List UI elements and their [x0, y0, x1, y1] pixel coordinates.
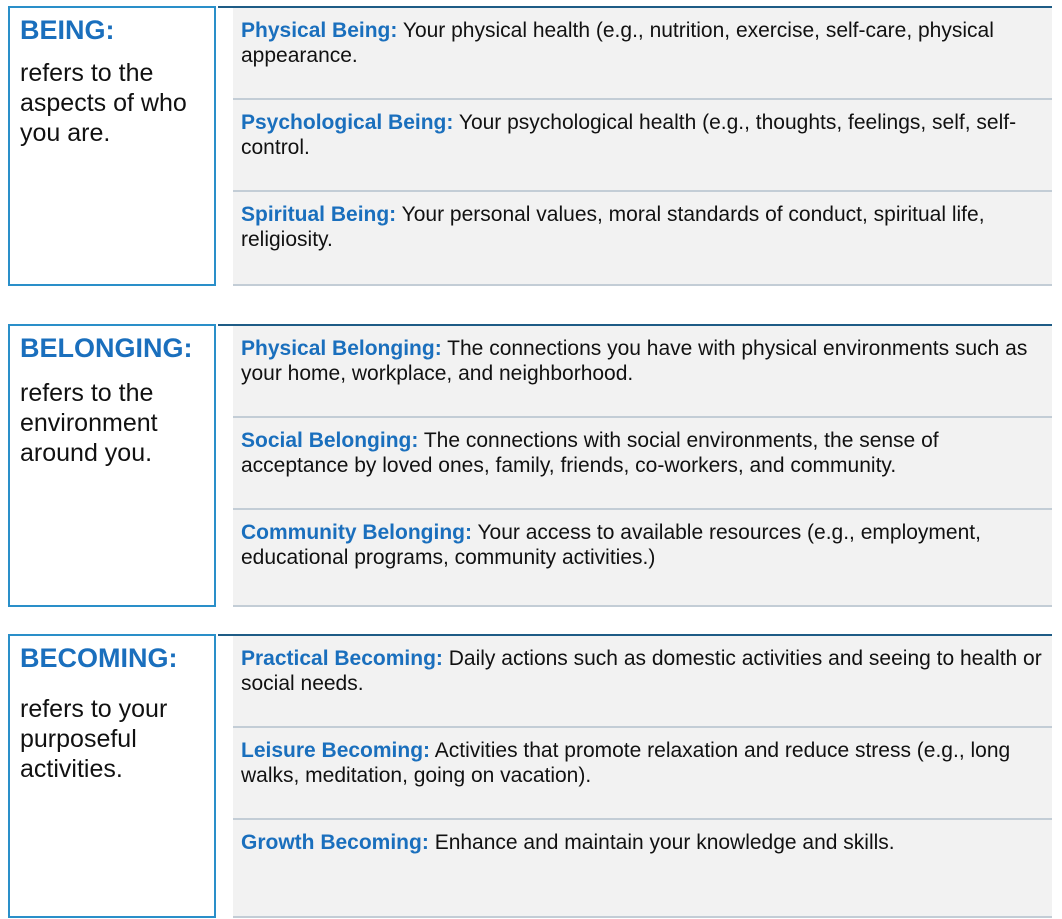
- becoming-panel: Practical Becoming: Daily actions such a…: [218, 634, 1052, 918]
- being-description: refers to the aspects of who you are.: [20, 59, 187, 147]
- belonging-item-social-text: The connections with social environments…: [241, 429, 939, 477]
- belonging-item-physical-term: Physical Belonging:: [241, 337, 442, 360]
- becoming-item-practical: Practical Becoming: Daily actions such a…: [233, 636, 1052, 728]
- being-item-psychological-term: Psychological Being:: [241, 111, 454, 134]
- belonging-item-physical-text: The connections you have with physical e…: [241, 337, 1028, 385]
- becoming-item-leisure-term: Leisure Becoming:: [241, 739, 431, 762]
- belonging-panel: Physical Belonging: The connections you …: [218, 324, 1052, 607]
- being-item-spiritual-term: Spiritual Being:: [241, 203, 397, 226]
- becoming-item-growth: Growth Becoming: Enhance and maintain yo…: [233, 820, 1052, 918]
- becoming-item-practical-text: Daily actions such as domestic activitie…: [241, 647, 1042, 695]
- belonging-section: BELONGING: refers to the environment aro…: [0, 324, 1062, 607]
- belonging-item-social-term: Social Belonging:: [241, 429, 419, 452]
- belonging-heading-box: BELONGING: refers to the environment aro…: [8, 324, 216, 607]
- becoming-item-practical-term: Practical Becoming:: [241, 647, 443, 670]
- being-heading-box: BEING: refers to the aspects of who you …: [8, 6, 216, 286]
- becoming-item-leisure: Leisure Becoming: Activities that promot…: [233, 728, 1052, 820]
- belonging-item-social: Social Belonging: The connections with s…: [233, 418, 1052, 510]
- belonging-item-community-term: Community Belonging:: [241, 521, 472, 544]
- being-item-psychological: Psychological Being: Your psychological …: [233, 100, 1052, 192]
- being-item-physical: Physical Being: Your physical health (e.…: [233, 8, 1052, 100]
- becoming-item-leisure-text: Activities that promote relaxation and r…: [241, 739, 1011, 787]
- becoming-section: BECOMING: refers to your purposeful acti…: [0, 634, 1062, 918]
- being-item-spiritual: Spiritual Being: Your personal values, m…: [233, 192, 1052, 286]
- being-heading: BEING:: [20, 15, 115, 45]
- belonging-item-community: Community Belonging: Your access to avai…: [233, 510, 1052, 607]
- being-section: BEING: refers to the aspects of who you …: [0, 6, 1062, 286]
- becoming-description: refers to your purposeful activities.: [20, 695, 168, 783]
- being-item-physical-text: Your physical health (e.g., nutrition, e…: [241, 19, 994, 67]
- belonging-description: refers to the environment around you.: [20, 379, 158, 467]
- belonging-item-physical: Physical Belonging: The connections you …: [233, 326, 1052, 418]
- belonging-item-community-text: Your access to available resources (e.g.…: [241, 521, 981, 569]
- being-item-spiritual-text: Your personal values, moral standards of…: [241, 203, 985, 251]
- becoming-item-growth-text: Enhance and maintain your knowledge and …: [434, 831, 895, 854]
- being-item-physical-term: Physical Being:: [241, 19, 398, 42]
- being-item-psychological-text: Your psychological health (e.g., thought…: [241, 111, 1017, 159]
- becoming-heading: BECOMING:: [20, 643, 178, 673]
- belonging-heading: BELONGING:: [20, 333, 193, 363]
- becoming-heading-box: BECOMING: refers to your purposeful acti…: [8, 634, 216, 918]
- becoming-item-growth-term: Growth Becoming:: [241, 831, 429, 854]
- being-panel: Physical Being: Your physical health (e.…: [218, 6, 1052, 286]
